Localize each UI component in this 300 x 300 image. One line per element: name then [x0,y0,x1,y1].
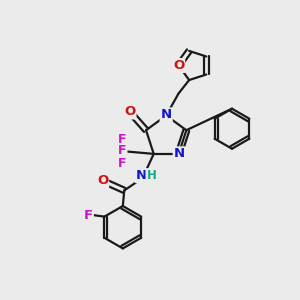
Text: F: F [118,133,127,146]
Text: F: F [118,145,127,158]
Text: N: N [136,169,147,182]
Text: F: F [84,208,93,222]
Text: O: O [97,175,108,188]
Text: H: H [146,169,156,182]
Text: F: F [118,157,127,170]
Text: N: N [174,147,185,161]
Text: O: O [124,105,136,119]
Text: N: N [160,109,172,122]
Text: O: O [173,59,184,72]
